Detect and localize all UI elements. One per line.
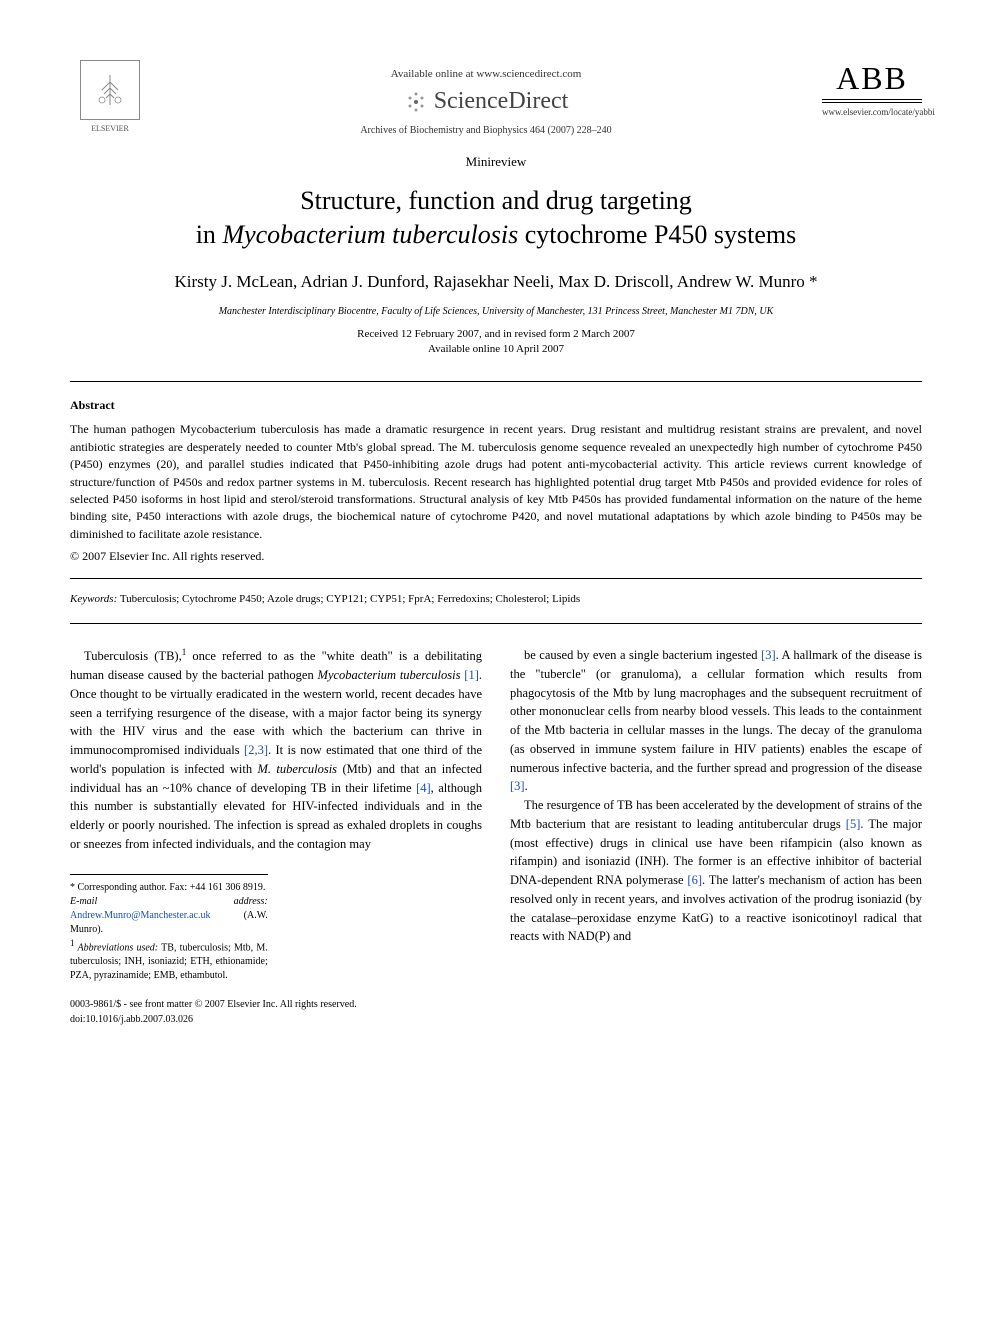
- doi: doi:10.1016/j.abb.2007.03.026: [70, 1012, 357, 1027]
- title-line2-pre: in: [196, 220, 223, 249]
- article-title: Structure, function and drug targeting i…: [70, 184, 922, 252]
- footnote-abbreviations: 1 Abbreviations used: TB, tuberculosis; …: [70, 937, 268, 983]
- email-link[interactable]: Andrew.Munro@Manchester.ac.uk: [70, 910, 210, 921]
- col1-para1: Tuberculosis (TB),1 once referred to as …: [70, 646, 482, 853]
- bottom-copyright-block: 0003-9861/$ - see front matter © 2007 El…: [70, 997, 482, 1027]
- rule-top: [70, 381, 922, 382]
- keywords: Keywords: Tuberculosis; Cytochrome P450;…: [70, 593, 922, 605]
- sciencedirect-text: ScienceDirect: [434, 88, 569, 115]
- center-header: Available online at www.sciencedirect.co…: [150, 60, 822, 136]
- footnote-email: E-mail address: Andrew.Munro@Manchester.…: [70, 895, 268, 937]
- front-matter-line: 0003-9861/$ - see front matter © 2007 El…: [70, 997, 357, 1012]
- abb-logo-block: ABB www.elsevier.com/locate/yabbi: [822, 60, 922, 117]
- dates-available: Available online 10 April 2007: [428, 343, 564, 355]
- body-columns: Tuberculosis (TB),1 once referred to as …: [70, 646, 922, 1027]
- copyright-line: © 2007 Elsevier Inc. All rights reserved…: [70, 549, 922, 564]
- column-left: Tuberculosis (TB),1 once referred to as …: [70, 646, 482, 1027]
- footnotes: * Corresponding author. Fax: +44 161 306…: [70, 874, 268, 983]
- abstract-body: The human pathogen Mycobacterium tubercu…: [70, 421, 922, 543]
- abb-label: ABB: [822, 60, 922, 97]
- dates-received: Received 12 February 2007, and in revise…: [357, 328, 635, 340]
- title-line2-italic: Mycobacterium tuberculosis: [222, 220, 518, 249]
- available-online-text: Available online at www.sciencedirect.co…: [150, 68, 822, 80]
- title-line2-post: cytochrome P450 systems: [518, 220, 796, 249]
- ref-link[interactable]: [6]: [687, 873, 702, 887]
- ref-link[interactable]: [1]: [464, 668, 479, 682]
- col2-para2: The resurgence of TB has been accelerate…: [510, 796, 922, 946]
- title-line1: Structure, function and drug targeting: [300, 186, 692, 215]
- rule-mid: [70, 578, 922, 579]
- elsevier-logo: ELSEVIER: [70, 60, 150, 133]
- sciencedirect-logo: ScienceDirect: [150, 88, 822, 115]
- elsevier-tree-icon: [80, 60, 140, 120]
- ref-link[interactable]: [4]: [416, 781, 431, 795]
- dates: Received 12 February 2007, and in revise…: [70, 327, 922, 358]
- abstract-heading: Abstract: [70, 398, 922, 413]
- authors: Kirsty J. McLean, Adrian J. Dunford, Raj…: [70, 272, 922, 292]
- abb-url: www.elsevier.com/locate/yabbi: [822, 107, 922, 117]
- sciencedirect-icon: [404, 90, 428, 114]
- journal-reference: Archives of Biochemistry and Biophysics …: [150, 125, 822, 136]
- header-row: ELSEVIER Available online at www.science…: [70, 60, 922, 136]
- ref-link[interactable]: [3]: [510, 779, 525, 793]
- column-right: be caused by even a single bacterium ing…: [510, 646, 922, 1027]
- ref-link[interactable]: [3]: [761, 648, 776, 662]
- article-type: Minireview: [70, 154, 922, 170]
- affiliation: Manchester Interdisciplinary Biocentre, …: [70, 306, 922, 317]
- ref-link[interactable]: [5]: [846, 817, 861, 831]
- ref-link[interactable]: [2,3]: [244, 743, 268, 757]
- footnote-corresponding: * Corresponding author. Fax: +44 161 306…: [70, 881, 268, 895]
- col2-para1: be caused by even a single bacterium ing…: [510, 646, 922, 796]
- elsevier-label: ELSEVIER: [70, 124, 150, 133]
- keywords-value: Tuberculosis; Cytochrome P450; Azole dru…: [117, 593, 580, 605]
- keywords-label: Keywords:: [70, 593, 117, 605]
- rule-bottom: [70, 623, 922, 624]
